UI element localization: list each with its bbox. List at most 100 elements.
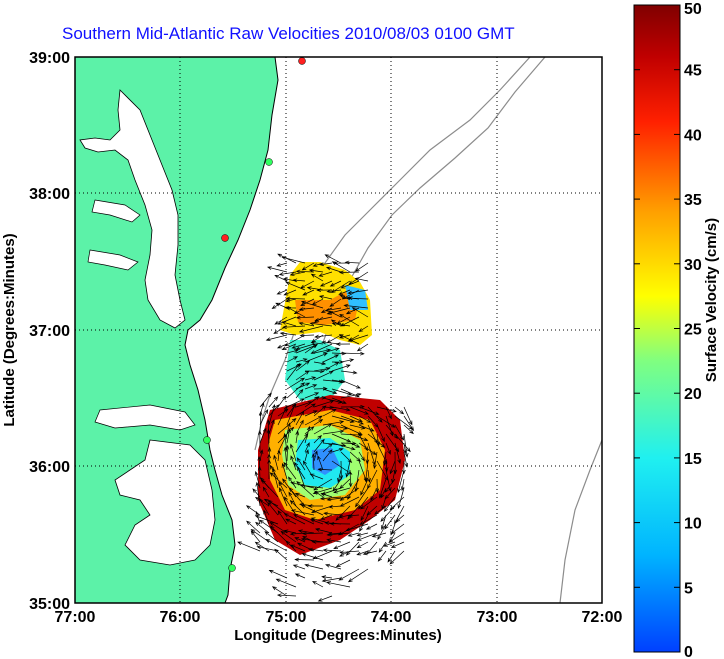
velocity-arrow (383, 496, 396, 513)
velocity-arrow (283, 513, 306, 525)
velocity-arrow (268, 404, 276, 426)
velocity-arrow (295, 388, 304, 399)
velocity-arrow (339, 313, 360, 327)
velocity-arrow (390, 523, 405, 535)
velocity-arrow (311, 453, 316, 471)
velocity-arrow (284, 334, 306, 347)
velocity-arrow (300, 537, 324, 543)
velocity-arrow (338, 289, 351, 295)
velocity-arrow (269, 521, 288, 534)
x-axis-ticks: 77:00 76:00 75:00 74:00 73:00 72:00 (55, 609, 623, 626)
isobath-1 (254, 57, 531, 451)
velocity-arrow (312, 262, 324, 267)
velocity-arrow (277, 395, 287, 408)
velocity-arrow (384, 478, 396, 493)
velocity-arrow (319, 280, 333, 287)
velocity-arrow (326, 307, 351, 315)
velocity-arrow (276, 593, 297, 598)
velocity-arrow (277, 510, 288, 525)
velocity-arrow (307, 504, 324, 508)
velocity-arrow (310, 343, 333, 354)
velocity-arrow (294, 573, 306, 579)
colorbar-tick-label: 5 (684, 580, 693, 597)
velocity-arrow (276, 449, 281, 462)
velocity-arrow (300, 298, 315, 306)
velocity-arrow (263, 509, 270, 525)
velocity-arrow (340, 358, 355, 363)
velocity-arrow (254, 541, 270, 552)
colorbar-label: Surface Velocity (cm/s) (703, 218, 720, 382)
velocity-arrow (321, 575, 333, 579)
station-markers (203, 57, 306, 572)
velocity-arrow (314, 316, 333, 322)
velocity-arrow (294, 557, 315, 562)
velocity-arrow (276, 343, 288, 349)
velocity-arrow (302, 531, 324, 536)
y-tick-label: 36:00 (29, 459, 70, 476)
velocity-arrow (304, 449, 309, 462)
velocity-arrow (403, 406, 413, 426)
velocity-arrow (394, 505, 405, 525)
velocity-arrow (313, 348, 331, 354)
velocity-arrow (349, 433, 369, 442)
bay-inlet-2 (87, 249, 139, 271)
velocity-arrow (298, 307, 315, 312)
velocity-arrow (285, 444, 290, 462)
velocity-arrow (335, 342, 351, 346)
velocity-arrow (333, 487, 351, 494)
velocity-arrow (356, 532, 369, 537)
velocity-arrow (246, 520, 261, 534)
velocity-arrow (267, 499, 288, 516)
velocity-arrow (326, 496, 351, 502)
velocity-arrow (277, 405, 288, 426)
velocity-arrow (257, 430, 262, 453)
velocity-arrow (317, 595, 333, 602)
velocity-arrow (317, 467, 333, 472)
velocity-arrow (385, 469, 392, 493)
velocity-arrow (325, 563, 342, 570)
velocity-arrow (373, 451, 378, 470)
velocity-arrow (313, 361, 327, 366)
velocity-arrow (365, 523, 378, 530)
velocity-arrow (315, 528, 333, 534)
velocity-arrow (347, 334, 369, 342)
velocity-arrow (283, 289, 297, 296)
velocity-arrow (293, 514, 315, 525)
velocity-arrow (304, 410, 318, 417)
velocity-arrow (295, 315, 315, 320)
velocity-arrow (255, 481, 261, 507)
velocity-arrow (341, 289, 360, 300)
velocity-arrow (275, 578, 297, 588)
velocity-arrow (326, 581, 351, 588)
chart-title: Southern Mid-Atlantic Raw Velocities 201… (62, 24, 515, 43)
velocity-arrow (300, 280, 315, 289)
y-tick-label: 35:00 (29, 596, 70, 613)
velocity-arrow (311, 540, 333, 544)
velocity-arrow (304, 352, 328, 363)
velocity-arrow (331, 415, 355, 423)
velocity-arrow (347, 568, 369, 583)
velocity-arrow (266, 266, 288, 273)
velocity-arrow (331, 261, 351, 273)
velocity-arrow (348, 469, 353, 488)
velocity-arrow (358, 325, 369, 333)
velocity-arrow (400, 478, 405, 492)
velocity-arrow (356, 532, 378, 541)
velocity-arrow (322, 420, 345, 426)
velocity-arrow (362, 550, 378, 556)
velocity-arrow (393, 451, 398, 475)
velocity-arrow (345, 523, 369, 532)
velocity-arrow (255, 521, 270, 534)
velocity-arrow (308, 547, 324, 552)
colorbar-tick-label: 35 (684, 192, 702, 209)
velocity-arrow (268, 569, 288, 579)
velocity-arrow (294, 537, 306, 543)
y-axis-ticks: 39:00 38:00 37:00 36:00 35:00 (29, 50, 70, 613)
velocity-arrow (301, 552, 324, 561)
velocity-arrow (301, 262, 315, 271)
velocity-arrow (288, 491, 297, 507)
velocity-arrow (397, 487, 405, 509)
velocity-arrow (286, 349, 299, 354)
velocity-arrow (376, 406, 397, 413)
velocity-arrow (328, 504, 342, 509)
